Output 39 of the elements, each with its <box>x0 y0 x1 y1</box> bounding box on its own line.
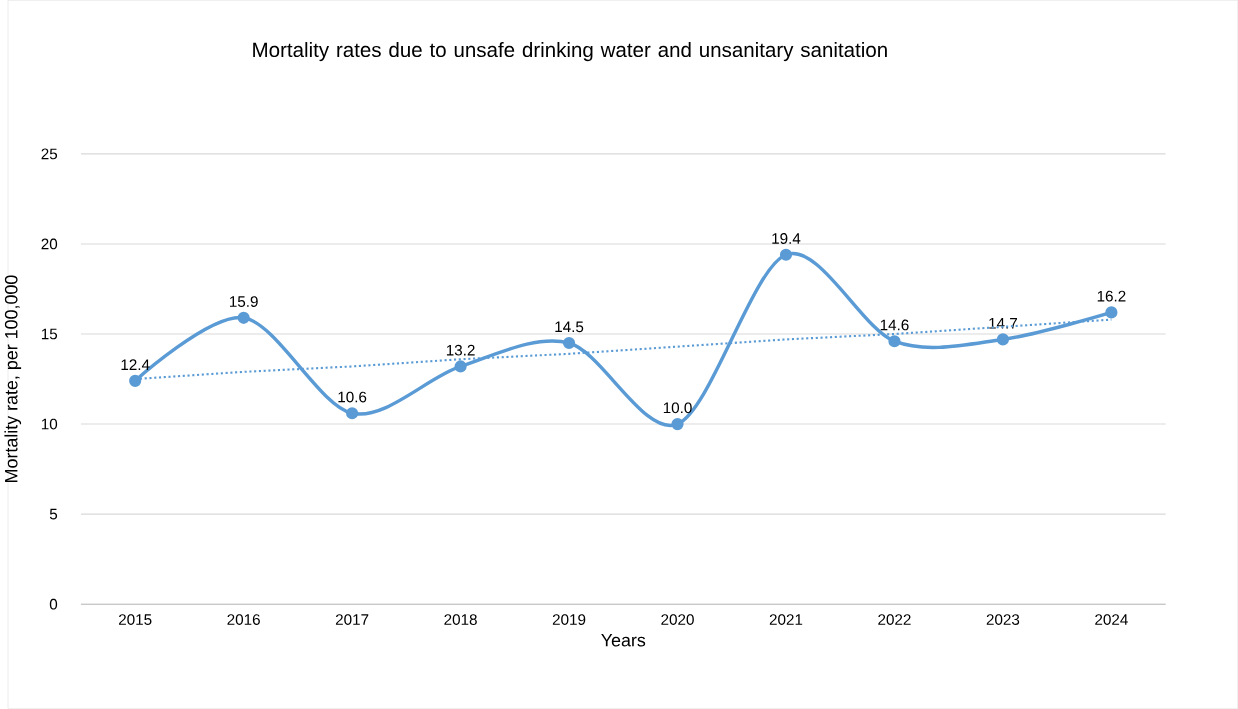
y-tick-label: 15 <box>41 328 58 340</box>
x-tick-label: 2021 <box>769 614 803 626</box>
point <box>237 311 250 325</box>
point <box>346 407 359 420</box>
x-tick-label: 2020 <box>661 614 694 626</box>
point <box>454 360 467 373</box>
data-label: 12.4 <box>121 359 150 371</box>
data-label: 10.6 <box>338 391 367 403</box>
x-tick-label: 2022 <box>878 614 911 626</box>
point <box>888 335 901 348</box>
chart-title: Mortality rates due to unsafe drinking water and unsanitary sanitation <box>253 42 887 62</box>
y-tick-label: 25 <box>41 148 58 160</box>
y-tick-label: 20 <box>41 238 58 250</box>
point <box>129 374 142 388</box>
x-tick-label: 2018 <box>444 614 477 626</box>
point <box>671 418 684 431</box>
data-label: 13.2 <box>446 344 475 356</box>
y-tick-label: 0 <box>49 598 58 610</box>
x-tick-label: 2017 <box>335 614 369 626</box>
x-tick-label: 2015 <box>119 614 152 626</box>
x-tick-label: 2024 <box>1095 614 1128 626</box>
data-label: 14.7 <box>989 318 1017 329</box>
point <box>562 337 576 350</box>
y-tick-label: 10 <box>41 418 58 430</box>
data-label: 14.5 <box>555 321 584 333</box>
x-tick-label: 2023 <box>986 614 1020 626</box>
x-axis-title: Years <box>601 634 646 647</box>
y-axis-title: Mortality rate, per 100,000 <box>4 275 22 483</box>
x-tick-label: 2019 <box>552 614 586 626</box>
x-tick-label: 2016 <box>227 614 260 626</box>
y-tick-label: 5 <box>49 508 58 520</box>
data-label: 19.4 <box>772 233 801 245</box>
data-label: 10.0 <box>663 402 692 414</box>
point <box>779 248 793 261</box>
data-label: 15.9 <box>229 296 258 308</box>
data-label: 14.6 <box>880 319 909 331</box>
data-label: 16.2 <box>1097 290 1126 302</box>
point <box>996 333 1010 346</box>
point <box>1105 306 1118 319</box>
